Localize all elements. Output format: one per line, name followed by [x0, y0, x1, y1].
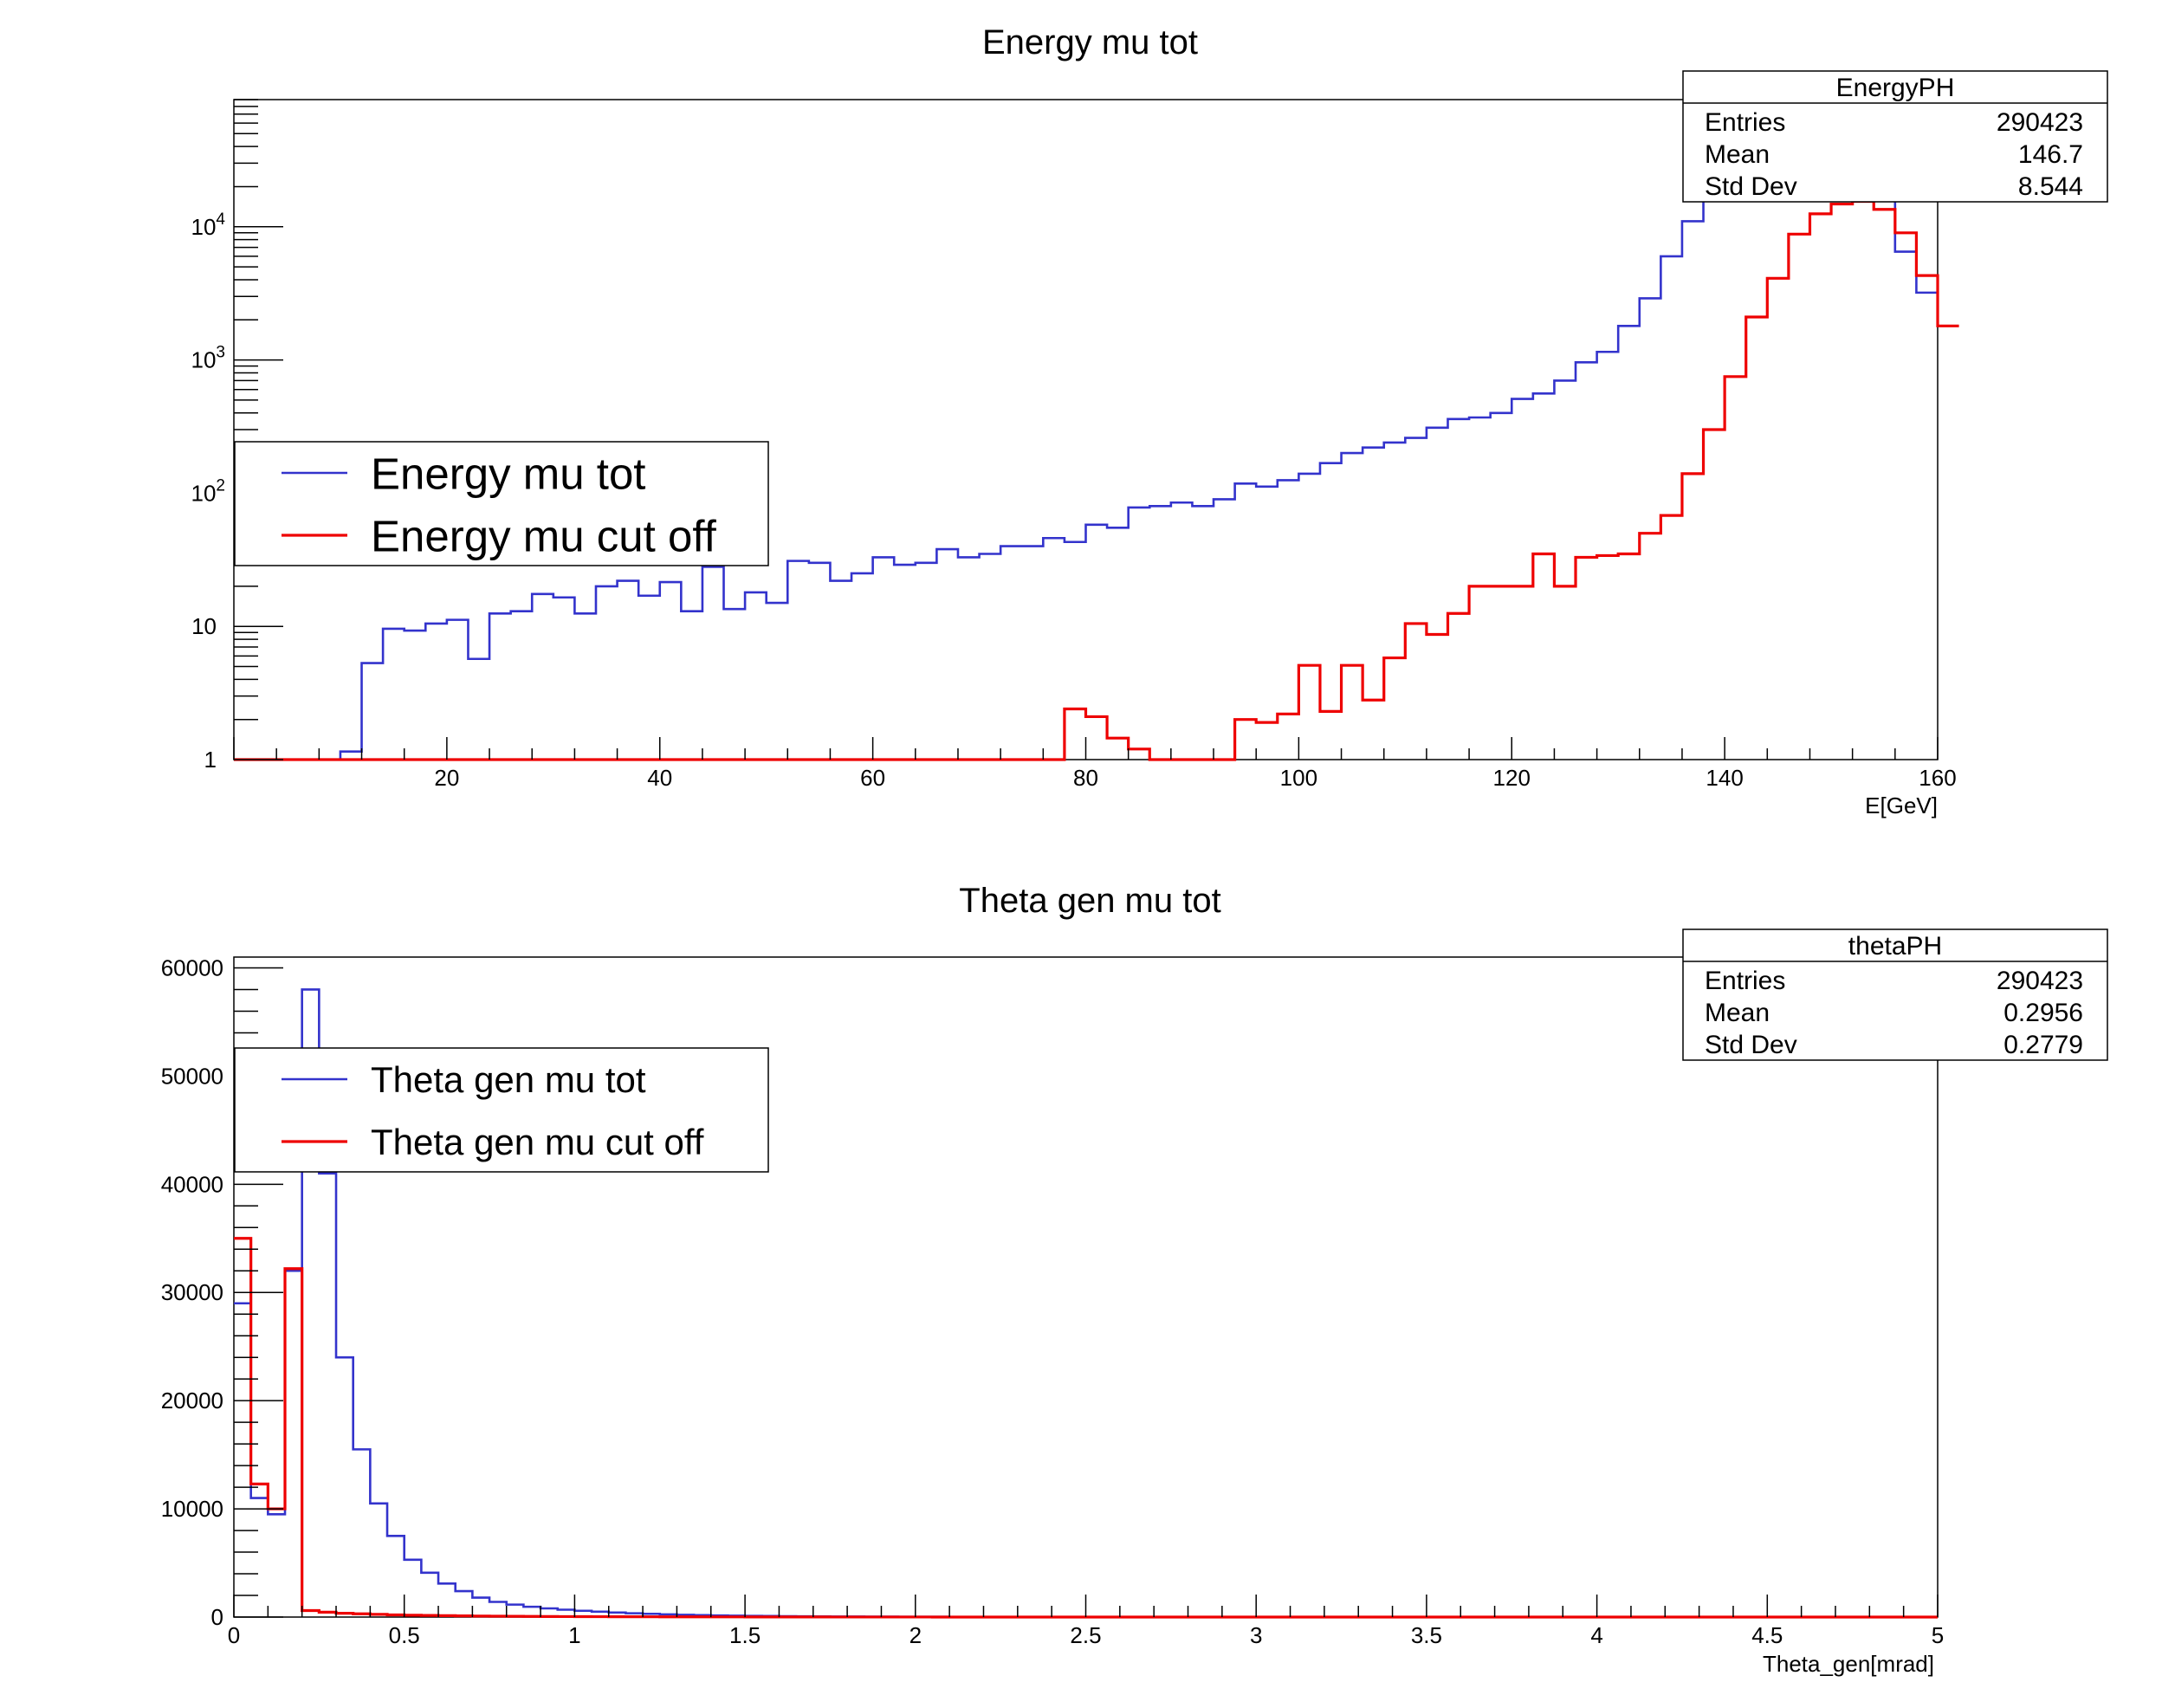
x-tick-label: 0: [228, 1622, 240, 1648]
legend-label: Theta gen mu cut off: [371, 1122, 704, 1162]
y-tick-label: 10000: [161, 1496, 223, 1522]
legend-label: Energy mu tot: [371, 449, 645, 498]
chart-title: Energy mu tot: [982, 23, 1198, 61]
legend-label: Energy mu cut off: [371, 511, 717, 560]
y-tick-label: 50000: [161, 1063, 223, 1089]
y-tick-base: 10: [191, 347, 217, 373]
stats-box-name: EnergyPH: [1836, 74, 1955, 102]
x-tick-label: 80: [1073, 765, 1098, 791]
x-tick-label: 4.5: [1751, 1622, 1783, 1648]
y-tick-label: 102: [191, 476, 226, 506]
stats-value: 290423: [1997, 967, 2083, 995]
legend-box: [234, 441, 769, 566]
y-tick-label: 103: [191, 344, 226, 373]
x-tick-label: 3.5: [1411, 1622, 1442, 1648]
legend-box: [234, 1047, 769, 1173]
y-tick-base: 10: [191, 613, 217, 639]
y-tick-label: 10: [191, 613, 217, 639]
x-tick-label: 4: [1590, 1622, 1602, 1648]
stats-label: Std Dev: [1705, 172, 1797, 201]
stats-label: Entries: [1705, 108, 1785, 137]
stats-box-name: thetaPH: [1848, 932, 1942, 961]
stats-value: 0.2779: [2003, 1031, 2083, 1059]
x-tick-label: 2.5: [1070, 1622, 1101, 1648]
x-tick-label: 160: [1919, 765, 1956, 791]
y-tick-base: 10: [191, 214, 217, 240]
y-tick-label: 1: [204, 747, 217, 773]
y-tick-exponent: 3: [216, 344, 225, 362]
x-axis-label: E[GeV]: [1865, 793, 1938, 818]
x-tick-label: 1.5: [729, 1622, 761, 1648]
y-tick-label: 20000: [161, 1388, 223, 1414]
x-tick-label: 2: [909, 1622, 922, 1648]
y-tick-exponent: 4: [216, 210, 225, 229]
histogram-series-tot: [234, 164, 1938, 761]
chart-title: Theta gen mu tot: [959, 882, 1220, 920]
x-tick-label: 140: [1706, 765, 1743, 791]
y-tick-base: 10: [191, 480, 217, 506]
x-tick-label: 1: [568, 1622, 580, 1648]
y-tick-label: 104: [191, 210, 226, 240]
stats-label: Mean: [1705, 999, 1770, 1027]
stats-value: 290423: [1997, 108, 2083, 137]
stats-label: Entries: [1705, 967, 1785, 995]
stats-value: 146.7: [2018, 140, 2083, 169]
x-tick-label: 20: [434, 765, 459, 791]
x-tick-label: 120: [1493, 765, 1531, 791]
stats-label: Mean: [1705, 140, 1770, 169]
y-tick-label: 60000: [161, 954, 223, 980]
y-tick-base: 1: [204, 747, 217, 773]
y-tick-exponent: 2: [216, 476, 225, 495]
stats-value: 0.2956: [2003, 999, 2083, 1027]
stats-box: [1682, 70, 2108, 203]
y-tick-label: 30000: [161, 1279, 223, 1305]
x-tick-label: 40: [647, 765, 672, 791]
x-tick-label: 100: [1280, 765, 1317, 791]
y-tick-label: 40000: [161, 1171, 223, 1197]
stats-box: [1682, 928, 2108, 1061]
x-tick-label: 60: [860, 765, 885, 791]
x-axis-label: Theta_gen[mrad]: [1763, 1651, 1934, 1677]
stats-value: 8.544: [2018, 172, 2083, 201]
legend-label: Theta gen mu tot: [371, 1059, 646, 1100]
x-tick-label: 3: [1250, 1622, 1262, 1648]
x-tick-label: 0.5: [389, 1622, 420, 1648]
y-tick-label: 0: [211, 1604, 223, 1630]
x-tick-label: 5: [1932, 1622, 1944, 1648]
theta-histogram-panel: Theta gen mu tot 0 0.5 1 1.5 2 2.5 3 3.5 4 4.5 5 0 10…: [161, 882, 2108, 1677]
stats-label: Std Dev: [1705, 1031, 1797, 1059]
histogram-series-cut-off: [234, 199, 1959, 761]
